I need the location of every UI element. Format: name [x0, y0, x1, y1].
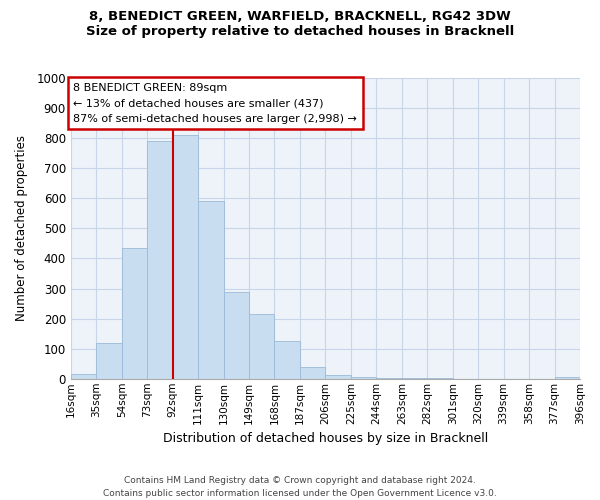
Bar [71, 374, 96, 379]
Bar [122, 248, 147, 379]
Bar [351, 378, 376, 379]
Text: 8 BENEDICT GREEN: 89sqm
← 13% of detached houses are smaller (437)
87% of semi-d: 8 BENEDICT GREEN: 89sqm ← 13% of detache… [73, 82, 357, 124]
Bar [300, 366, 325, 379]
Bar [224, 292, 249, 379]
Text: Contains HM Land Registry data © Crown copyright and database right 2024.
Contai: Contains HM Land Registry data © Crown c… [103, 476, 497, 498]
Bar [325, 375, 351, 379]
Y-axis label: Number of detached properties: Number of detached properties [15, 136, 28, 322]
Bar [554, 378, 580, 379]
Bar [249, 314, 274, 379]
Bar [96, 342, 122, 379]
Bar [173, 135, 198, 379]
Bar [274, 341, 300, 379]
Text: 8, BENEDICT GREEN, WARFIELD, BRACKNELL, RG42 3DW
Size of property relative to de: 8, BENEDICT GREEN, WARFIELD, BRACKNELL, … [86, 10, 514, 38]
Bar [147, 141, 173, 379]
X-axis label: Distribution of detached houses by size in Bracknell: Distribution of detached houses by size … [163, 432, 488, 445]
Bar [376, 378, 402, 379]
Bar [198, 202, 224, 379]
